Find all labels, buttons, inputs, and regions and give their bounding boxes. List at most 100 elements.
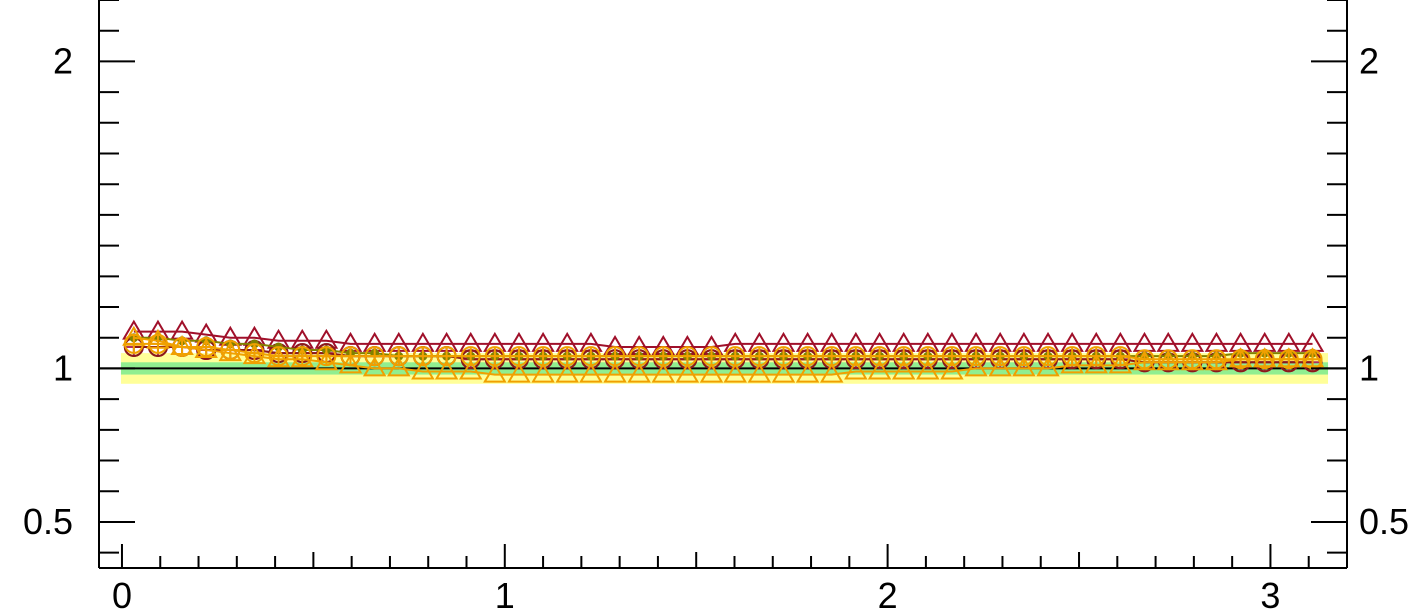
series-5-point-42 [1134, 349, 1155, 370]
series-5-point-11 [388, 346, 409, 367]
series-4-point-43 [1156, 350, 1180, 371]
data-series [122, 319, 1325, 383]
series-5-point-19 [580, 346, 601, 367]
series-4-point-29 [819, 362, 844, 383]
series-0-point-45 [1204, 331, 1229, 352]
series-5 [123, 333, 1323, 370]
series-0-point-44 [1180, 331, 1205, 352]
x-tick-label-2: 2 [878, 575, 898, 614]
series-5-point-7 [292, 346, 313, 367]
series-4-point-28 [795, 362, 820, 383]
series-4-point-13 [434, 359, 459, 380]
series-2-line [133, 345, 1313, 364]
x-tick-label-1: 1 [495, 575, 515, 614]
series-5-point-32 [893, 346, 914, 367]
series-5-point-0 [123, 333, 144, 354]
series-4-point-16 [507, 362, 531, 383]
series-4-point-26 [747, 362, 772, 383]
series-4-point-22 [651, 362, 676, 383]
series-5-point-6 [268, 346, 289, 367]
series-5-point-25 [725, 346, 746, 367]
series-5-point-13 [436, 346, 457, 367]
y-tick-label-left-0: 0.5 [23, 501, 73, 542]
series-5-point-23 [677, 346, 698, 367]
x-tick-label-0: 0 [112, 575, 132, 614]
series-4-point-15 [483, 362, 507, 383]
x-tick-label-3: 3 [1260, 575, 1280, 614]
series-5-point-5 [244, 343, 265, 364]
y-tick-label-left-1: 1 [53, 347, 73, 388]
series-4-point-27 [771, 362, 796, 383]
series-4-point-25 [723, 362, 747, 383]
series-5-point-35 [966, 346, 987, 367]
series-5-point-26 [749, 346, 770, 367]
series-4-point-12 [411, 359, 435, 380]
series-5-point-46 [1230, 349, 1251, 370]
series-4-line [133, 336, 1313, 376]
series-5-point-15 [484, 346, 505, 367]
series-5-point-4 [220, 340, 241, 361]
series-5-point-2 [172, 336, 193, 357]
series-5-point-17 [533, 346, 554, 367]
series-5-point-30 [845, 346, 866, 367]
series-4 [122, 325, 1325, 383]
series-4-point-11 [387, 356, 411, 377]
series-4-point-30 [844, 359, 868, 380]
series-4-point-36 [988, 356, 1012, 377]
series-4-point-45 [1204, 350, 1229, 371]
series-5-point-18 [557, 346, 578, 367]
series-4-point-6 [266, 347, 291, 368]
series-4-point-33 [916, 359, 940, 380]
series-4-point-17 [531, 362, 555, 383]
series-5-point-16 [508, 346, 529, 367]
series-0-point-43 [1156, 331, 1180, 352]
series-5-point-47 [1254, 349, 1275, 370]
y-tick-label-right-0: 0.5 [1359, 501, 1409, 542]
series-4-point-19 [579, 362, 603, 383]
series-4-point-7 [290, 347, 315, 368]
y-tick-label-right-1: 1 [1359, 347, 1379, 388]
series-4-point-24 [699, 362, 724, 383]
series-5-point-39 [1062, 346, 1083, 367]
series-5-point-49 [1302, 349, 1323, 370]
series-4-point-23 [675, 362, 700, 383]
series-4-point-37 [1012, 356, 1036, 377]
series-5-point-36 [990, 346, 1011, 367]
series-5-point-29 [821, 346, 842, 367]
series-5-point-22 [653, 346, 674, 367]
series-5-point-44 [1182, 349, 1203, 370]
series-5-point-3 [196, 336, 217, 357]
series-0-point-42 [1132, 331, 1157, 352]
series-4-point-14 [458, 359, 483, 380]
axes: 0.5 0.5 1 1 2 2 0 1 2 3 [23, 0, 1409, 614]
series-4-point-44 [1180, 350, 1205, 371]
series-5-point-31 [869, 346, 890, 367]
series-4-point-21 [627, 362, 651, 383]
series-4-point-34 [940, 359, 964, 380]
series-4-point-20 [603, 362, 627, 383]
series-5-point-28 [797, 346, 818, 367]
y-tick-label-left-2: 2 [53, 40, 73, 81]
series-5-point-40 [1086, 346, 1107, 367]
series-5-point-9 [340, 346, 361, 367]
series-5-point-21 [629, 346, 650, 367]
series-5-point-43 [1158, 349, 1179, 370]
series-5-point-33 [917, 346, 938, 367]
series-4-point-8 [314, 350, 339, 371]
series-5-point-37 [1013, 346, 1034, 367]
series-4-point-38 [1036, 356, 1060, 377]
series-4-point-10 [362, 356, 387, 377]
series-5-point-45 [1206, 349, 1227, 370]
series-5-point-38 [1038, 346, 1059, 367]
series-5-point-10 [364, 346, 385, 367]
series-5-point-48 [1278, 349, 1299, 370]
y-tick-label-right-2: 2 [1359, 40, 1379, 81]
series-4-point-18 [555, 362, 579, 383]
series-5-point-41 [1110, 346, 1131, 367]
series-5-point-24 [701, 346, 722, 367]
series-5-point-1 [147, 333, 168, 354]
series-0-line [133, 330, 1313, 348]
series-5-point-34 [941, 346, 962, 367]
series-5-point-12 [412, 346, 433, 367]
